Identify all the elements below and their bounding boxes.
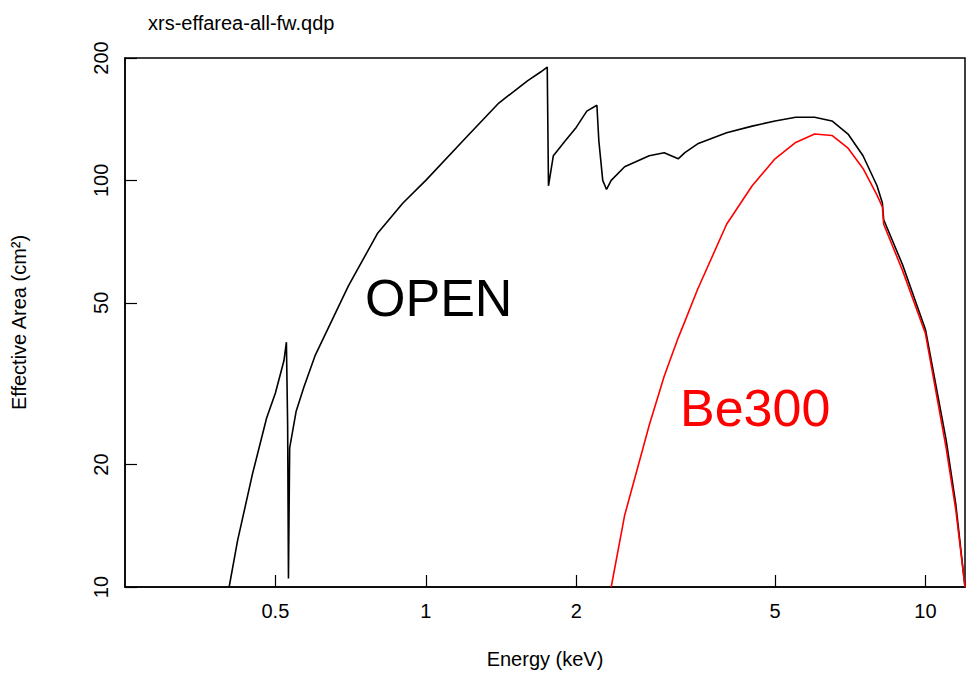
- svg-text:2: 2: [571, 600, 582, 622]
- svg-text:200: 200: [90, 41, 112, 74]
- svg-text:5: 5: [769, 600, 780, 622]
- svg-text:Be300: Be300: [680, 379, 830, 437]
- svg-text:Effective Area (cm²): Effective Area (cm²): [8, 235, 30, 410]
- svg-text:OPEN: OPEN: [365, 269, 512, 327]
- svg-text:10: 10: [914, 600, 936, 622]
- svg-text:20: 20: [90, 453, 112, 475]
- svg-text:10: 10: [90, 576, 112, 598]
- svg-text:100: 100: [90, 164, 112, 197]
- svg-text:0.5: 0.5: [261, 600, 289, 622]
- svg-text:50: 50: [90, 292, 112, 314]
- svg-text:xrs-effarea-all-fw.qdp: xrs-effarea-all-fw.qdp: [148, 12, 334, 34]
- svg-text:1: 1: [420, 600, 431, 622]
- svg-text:Energy (keV): Energy (keV): [487, 648, 604, 670]
